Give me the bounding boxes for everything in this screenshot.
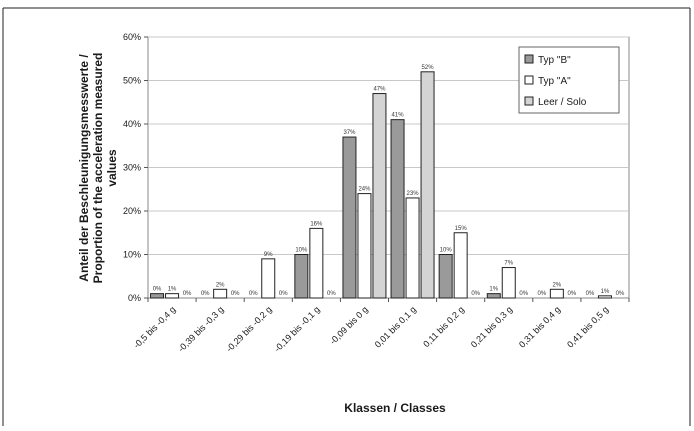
y-tick-label: 60% [123, 32, 141, 42]
data-label: 0% [538, 291, 547, 297]
data-label: 10% [295, 248, 308, 254]
legend-label: Typ "B" [538, 55, 571, 66]
data-label: 0% [471, 291, 480, 297]
bar [486, 293, 501, 299]
data-label: 10% [440, 248, 453, 254]
y-axis-title-line: Proportion of the acceleration measured [91, 53, 105, 284]
bar [150, 293, 165, 299]
legend-label: Typ "A" [538, 76, 571, 87]
y-tick-label: 20% [123, 206, 141, 216]
data-label: 0% [279, 291, 288, 297]
data-label: 24% [358, 187, 371, 193]
data-label: 15% [455, 226, 468, 232]
bar [453, 232, 468, 299]
legend-swatch [524, 54, 534, 64]
bar [309, 227, 324, 299]
data-label: 1% [489, 287, 498, 293]
y-tick-label: 30% [123, 163, 141, 173]
data-label: 1% [168, 287, 177, 293]
data-label: 7% [504, 261, 513, 267]
data-label: 0% [153, 287, 162, 293]
y-tick-label: 0% [128, 293, 141, 303]
bar [549, 288, 564, 299]
data-label: 23% [407, 191, 420, 197]
bar [597, 295, 612, 299]
y-tick-label: 40% [123, 119, 141, 129]
data-label: 16% [310, 221, 323, 227]
bar [213, 288, 228, 299]
bar [372, 93, 387, 299]
data-label: 2% [553, 282, 562, 288]
legend-box [518, 46, 620, 114]
data-labels: 0% 1% 0% 0% 2% 0% 0% 9% 0% 10% 16% 0% 37% 24% 47% 41% 23… [153, 65, 625, 297]
data-label: 0% [616, 291, 625, 297]
data-label: 9% [264, 252, 273, 258]
bar [165, 293, 180, 299]
y-tick-label: 10% [123, 250, 141, 260]
data-label: 0% [327, 291, 336, 297]
bar [438, 254, 453, 299]
legend-swatch [524, 75, 534, 85]
data-label: 0% [231, 291, 240, 297]
y-axis-title-line: values [105, 149, 119, 187]
y-axis-title-line: Anteil der Beschleunigungsmesswerte / [77, 54, 91, 282]
y-tick-label: 50% [123, 76, 141, 86]
bar [357, 193, 372, 299]
data-label: 0% [568, 291, 577, 297]
y-axis-title: Anteil der Beschleunigungsmesswerte /Pro… [77, 53, 119, 284]
legend-swatch [524, 96, 534, 106]
bar [261, 258, 276, 299]
legend-label: Leer / Solo [538, 97, 587, 108]
bars [150, 71, 612, 299]
data-label: 41% [392, 113, 405, 119]
data-label: 37% [343, 130, 356, 136]
data-label: 0% [201, 291, 210, 297]
legend: Typ "B" Typ "A" Leer / Solo [518, 46, 620, 114]
data-label: 0% [586, 291, 595, 297]
data-label: 52% [422, 65, 435, 71]
data-label: 1% [601, 289, 610, 295]
bar [390, 119, 405, 299]
bar [342, 136, 357, 299]
y-tick-labels: 0% 10% 20% 30% 40% 50% 60% [123, 32, 141, 303]
bar [405, 197, 420, 299]
x-axis-title: Klassen / Classes [344, 401, 446, 415]
data-label: 2% [216, 282, 225, 288]
data-label: 0% [249, 291, 258, 297]
data-label: 0% [183, 291, 192, 297]
bar [501, 267, 516, 299]
data-label: 47% [373, 87, 386, 93]
bar [420, 71, 435, 299]
bar [294, 254, 309, 299]
data-label: 0% [519, 291, 528, 297]
